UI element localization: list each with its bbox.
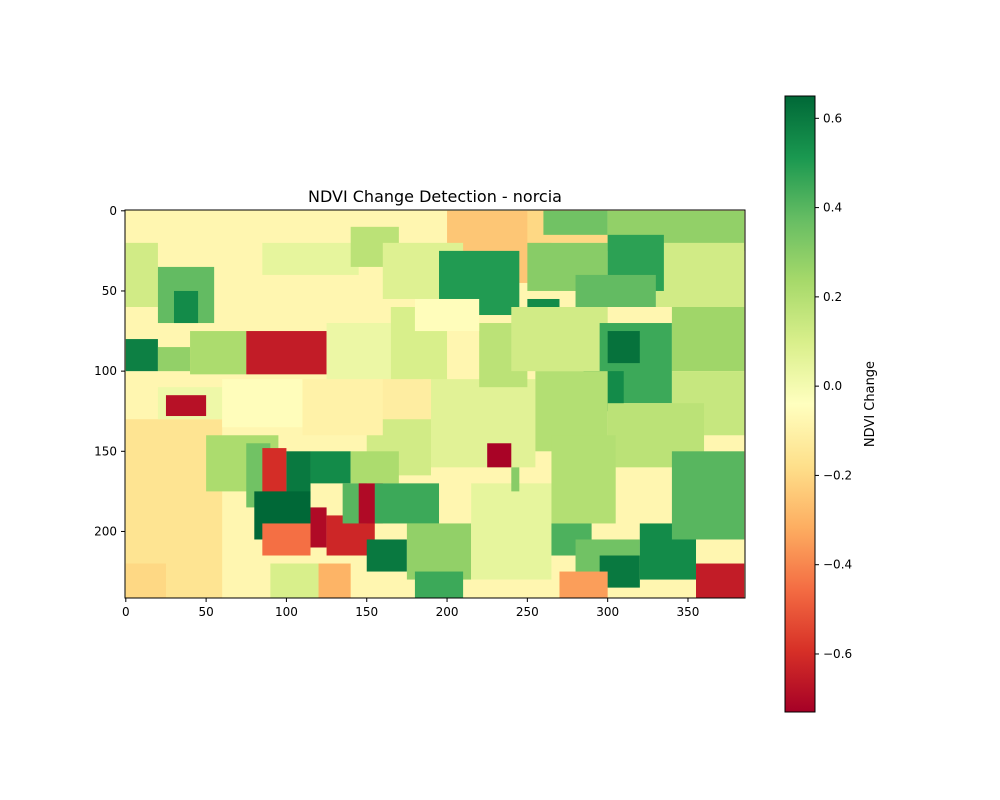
- heatmap-region: [222, 379, 303, 428]
- heatmap-region: [655, 242, 745, 307]
- heatmap-region: [422, 379, 536, 468]
- heatmap-region: [173, 290, 199, 324]
- colorbar-tick-label: −0.4: [823, 558, 852, 572]
- colorbar-tick-label: −0.2: [823, 468, 852, 482]
- x-tick-label: 200: [436, 605, 459, 619]
- x-tick-label: 350: [677, 605, 700, 619]
- heatmap-region: [374, 483, 440, 524]
- heatmap-region: [543, 210, 608, 235]
- heatmap-region: [157, 347, 191, 372]
- y-tick-label: 0: [109, 204, 117, 218]
- heatmap-region: [262, 242, 359, 275]
- x-tick-label: 300: [596, 605, 619, 619]
- colorbar-ticks: 0.6 0.4 0.2 0.0 −0.2 −0.4 −0.6: [815, 111, 852, 661]
- heatmap-region: [511, 467, 520, 492]
- x-tick-label: 250: [516, 605, 539, 619]
- heatmap-region: [165, 395, 207, 417]
- heatmap-region: [559, 571, 608, 598]
- heatmap-region: [125, 339, 158, 372]
- heatmap-region: [487, 443, 512, 468]
- y-axis: 0 50 100 150 200: [94, 204, 125, 538]
- heatmap-region: [471, 483, 552, 580]
- x-tick-label: 100: [275, 605, 298, 619]
- heatmap-region: [125, 242, 158, 307]
- x-tick-label: 50: [198, 605, 213, 619]
- colorbar-tick-label: −0.6: [823, 647, 852, 661]
- heatmap-region: [414, 298, 480, 332]
- heatmap-region: [190, 331, 247, 375]
- heatmap-region: [262, 523, 311, 556]
- heatmap-region: [511, 307, 608, 372]
- heatmap-region: [366, 539, 407, 572]
- colorbar-tick-label: 0.0: [823, 379, 842, 393]
- heatmap-region: [310, 507, 327, 548]
- heatmap-region: [318, 563, 351, 598]
- heatmap-region: [326, 323, 391, 384]
- y-tick-label: 50: [102, 284, 117, 298]
- colorbar-tick-label: 0.4: [823, 201, 842, 215]
- colorbar-gradient: [784, 95, 816, 713]
- heatmap-region: [696, 563, 745, 598]
- ndvi-heatmap: [125, 210, 745, 598]
- heatmap-region: [310, 451, 351, 484]
- heatmap-region: [671, 307, 745, 372]
- plot-frame: [124, 209, 746, 599]
- colorbar-tick-label: 0.6: [823, 111, 842, 125]
- x-axis: 0 50 100 150 200 250 300 350: [122, 598, 699, 619]
- heatmap-region: [414, 571, 464, 598]
- colorbar-label: NDVI Change: [863, 361, 878, 447]
- heatmap-region: [671, 451, 745, 540]
- heatmap-region: [607, 331, 640, 364]
- y-tick-label: 150: [94, 444, 117, 458]
- x-tick-label: 150: [355, 605, 378, 619]
- y-tick-label: 100: [94, 364, 117, 378]
- heatmap-region: [246, 331, 327, 375]
- chart-title: NDVI Change Detection - norcia: [308, 187, 562, 206]
- heatmap-region: [575, 274, 656, 307]
- heatmap-region: [262, 448, 287, 497]
- x-tick-label: 0: [122, 605, 130, 619]
- colorbar-tick-label: 0.2: [823, 290, 842, 304]
- colorbar: 0.6 0.4 0.2 0.0 −0.2 −0.4 −0.6 NDVI Change: [784, 95, 878, 713]
- heatmap-region: [551, 435, 616, 524]
- heatmap-region: [406, 523, 472, 580]
- heatmap-region: [350, 451, 399, 484]
- heatmap-region: [125, 563, 166, 598]
- y-tick-label: 200: [94, 524, 117, 538]
- heatmap-region: [302, 379, 383, 436]
